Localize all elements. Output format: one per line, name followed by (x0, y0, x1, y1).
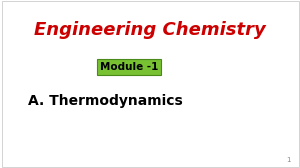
Text: 1: 1 (286, 157, 291, 163)
Text: Engineering Chemistry: Engineering Chemistry (34, 21, 266, 39)
Text: A. Thermodynamics: A. Thermodynamics (28, 94, 182, 108)
Text: Module -1: Module -1 (100, 62, 158, 72)
